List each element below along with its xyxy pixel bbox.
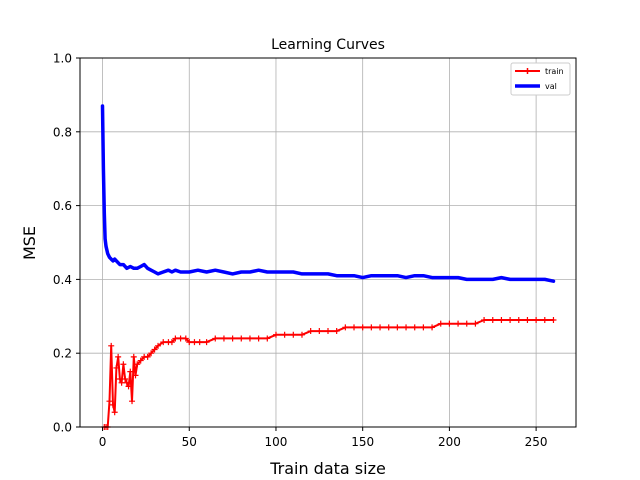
point-train (127, 368, 134, 375)
point-train (429, 324, 436, 331)
point-train (489, 316, 496, 323)
point-train (437, 320, 444, 327)
point-train (359, 324, 366, 331)
y-tick-label: 0.0 (53, 421, 72, 435)
point-train (196, 339, 203, 346)
y-tick-label: 0.6 (53, 199, 72, 213)
legend-label-train: train (545, 67, 564, 76)
x-tick-label: 250 (525, 435, 548, 449)
x-tick-label: 0 (99, 435, 107, 449)
point-train (307, 328, 314, 335)
point-train (550, 316, 557, 323)
point-train (122, 376, 129, 383)
point-train (377, 324, 384, 331)
plot-area (80, 58, 576, 427)
point-train (106, 398, 113, 405)
point-train (272, 331, 279, 338)
point-train (123, 379, 130, 386)
point-train (533, 316, 540, 323)
y-axis-label: MSE (20, 226, 39, 260)
y-tick-label: 0.8 (53, 125, 72, 139)
chart-title: Learning Curves (271, 37, 385, 53)
point-train (325, 328, 331, 335)
point-train (134, 361, 141, 368)
plot-frame (79, 57, 577, 428)
point-train (155, 342, 162, 349)
point-train (168, 339, 175, 346)
point-train (177, 335, 184, 342)
legend-marker-train (524, 68, 531, 74)
point-train (148, 350, 155, 357)
point-train (144, 353, 151, 360)
point-train (125, 383, 132, 390)
series-layer (100, 104, 557, 430)
point-train (212, 335, 219, 342)
point-train (463, 320, 470, 327)
point-train (229, 335, 236, 342)
point-train (498, 316, 505, 323)
point-train (116, 376, 123, 383)
point-train (368, 324, 375, 331)
point-train (203, 339, 210, 346)
point-train (246, 335, 253, 342)
point-train (507, 316, 514, 323)
point-train (420, 324, 427, 331)
point-train (455, 320, 462, 327)
x-axis-label: Train data size (269, 459, 386, 478)
point-train (132, 372, 139, 379)
point-train (255, 335, 262, 342)
point-train (472, 320, 479, 327)
x-axis-ticks: 0 50 100 150 200 250 (99, 427, 548, 449)
point-train (298, 331, 305, 338)
point-train (151, 346, 158, 353)
point-train (137, 357, 144, 364)
x-tick-label: 200 (438, 435, 461, 449)
point-train (481, 316, 488, 323)
legend-label-val: val (545, 82, 557, 91)
point-train (115, 353, 122, 360)
point-train (220, 335, 227, 342)
point-train (191, 339, 198, 346)
point-train (130, 353, 137, 360)
point-train (316, 328, 323, 335)
y-tick-label: 0.2 (53, 347, 72, 361)
point-train (394, 324, 401, 331)
series-line-train (103, 319, 555, 428)
point-train (129, 398, 136, 405)
x-tick-label: 50 (182, 435, 197, 449)
point-train (182, 335, 189, 342)
point-train (403, 324, 410, 331)
grid-lines (80, 57, 576, 428)
legend: train val (510, 62, 571, 96)
point-train (524, 316, 531, 323)
point-train (385, 324, 392, 331)
point-train (264, 335, 271, 342)
point-train (446, 320, 453, 327)
y-tick-label: 0.4 (53, 273, 72, 287)
y-axis-ticks: 0.0 0.2 0.4 0.6 0.8 1.0 (53, 52, 80, 435)
point-train (238, 335, 245, 342)
point-train (120, 361, 127, 368)
point-train (290, 331, 297, 338)
point-train (515, 316, 522, 323)
point-train (541, 316, 548, 323)
point-train (113, 364, 120, 371)
point-train (342, 324, 349, 331)
point-train (111, 409, 118, 416)
point-train (172, 335, 179, 342)
point-train (118, 379, 125, 386)
point-train (186, 339, 193, 346)
x-tick-label: 100 (265, 435, 288, 449)
point-train (411, 324, 418, 331)
y-tick-label: 1.0 (53, 52, 72, 66)
x-tick-label: 150 (351, 435, 374, 449)
point-train (281, 331, 288, 338)
point-train (333, 328, 340, 335)
point-train (109, 401, 116, 408)
point-train (351, 324, 358, 331)
point-train (108, 342, 115, 349)
point-train (160, 339, 167, 346)
series-line-val (100, 104, 556, 283)
